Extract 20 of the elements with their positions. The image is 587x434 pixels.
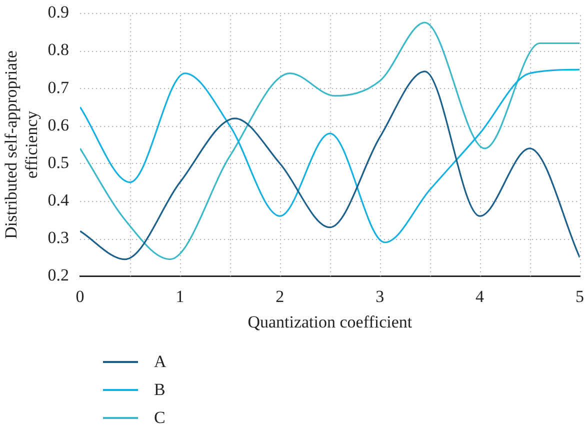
y-tick-label: 0.7 <box>48 78 70 97</box>
line-series <box>80 22 580 260</box>
legend-label: A <box>154 352 166 372</box>
y-tick-label: 0.8 <box>48 40 70 60</box>
x-tick-label: 5 <box>576 286 584 306</box>
x-tick-label: 4 <box>476 286 485 306</box>
legend-label: B <box>154 380 166 400</box>
x-tick-label: 2 <box>276 286 284 306</box>
y-tick-label: 0.4 <box>48 190 70 210</box>
y-axis-title: Distributed self-appropriate efficiency <box>2 50 42 239</box>
y-tick-label: 0.5 <box>48 152 70 172</box>
y-tick-label: 0.3 <box>48 228 70 248</box>
x-tick-label: 3 <box>376 286 384 306</box>
y-tick-label: 0.6 <box>48 115 70 134</box>
x-tick-label: 0 <box>76 286 84 306</box>
x-tick-label: 1 <box>176 286 184 306</box>
legend-label: C <box>154 408 166 428</box>
x-axis-title: Quantization coefficient <box>248 312 412 332</box>
y-tick-label: 0.9 <box>48 2 70 22</box>
y-tick-label: 0.2 <box>48 266 70 285</box>
